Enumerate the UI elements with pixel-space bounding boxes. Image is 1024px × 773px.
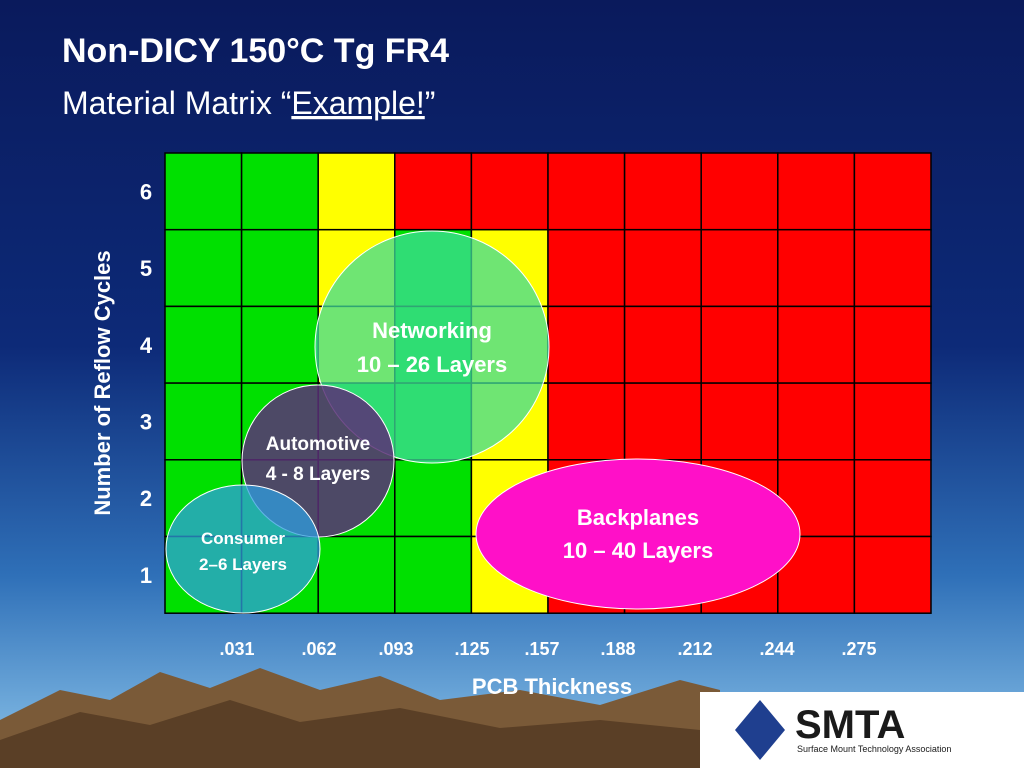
matrix-cell — [853, 382, 932, 461]
bubble-label: Automotive — [266, 434, 371, 455]
matrix-cell — [700, 305, 779, 384]
bubble-label: Backplanes — [577, 505, 699, 530]
matrix-cell — [547, 382, 626, 461]
matrix-cell — [777, 152, 856, 231]
column-label: .125 — [454, 639, 489, 659]
bubble-label: Networking — [372, 318, 492, 343]
matrix-cell — [853, 228, 932, 308]
column-label: .157 — [524, 639, 559, 659]
row-label: 2 — [140, 486, 152, 511]
subtitle-underlined: Example! — [291, 85, 424, 121]
matrix-cell — [164, 382, 243, 461]
matrix-cell — [853, 305, 932, 384]
y-axis-label: Number of Reflow Cycles — [90, 250, 115, 515]
matrix-cell — [394, 535, 473, 614]
matrix-cell — [777, 382, 856, 461]
row-label: 3 — [140, 409, 152, 434]
matrix-cell — [777, 305, 856, 384]
column-label: .244 — [759, 639, 794, 659]
matrix-cell — [623, 382, 702, 461]
mountains-front — [0, 700, 700, 768]
matrix-cell — [547, 228, 626, 308]
row-label: 6 — [140, 179, 152, 204]
bubble-label: 10 – 40 Layers — [563, 538, 713, 563]
column-label: .031 — [219, 639, 254, 659]
matrix-cell — [853, 535, 932, 614]
matrix-cell — [164, 228, 243, 308]
matrix-cell — [623, 228, 702, 308]
column-label: .188 — [600, 639, 635, 659]
bubble — [475, 458, 801, 610]
matrix-cell — [547, 305, 626, 384]
matrix-cell — [164, 152, 243, 231]
matrix-cell — [240, 152, 319, 231]
matrix-cell — [623, 305, 702, 384]
matrix-cell — [700, 152, 779, 231]
bubbles: Networking 10 – 26 Layers Automotive 4 - 8 … — [165, 230, 801, 614]
title: Non-DICY 150°C Tg FR4 — [62, 32, 449, 70]
bubble-label: Consumer — [201, 529, 285, 548]
subtitle-text: ” — [425, 85, 436, 121]
matrix-cell — [394, 459, 473, 538]
matrix-cell — [547, 152, 626, 231]
matrix-cell — [700, 382, 779, 461]
matrix-cell — [623, 152, 702, 231]
column-label: .275 — [841, 639, 876, 659]
logo-name: SMTA — [795, 703, 905, 747]
row-label: 5 — [140, 256, 152, 281]
matrix-cell — [317, 152, 396, 231]
matrix-cell — [164, 305, 243, 384]
matrix-cell — [853, 459, 932, 538]
bubble-label: 2–6 Layers — [199, 555, 287, 574]
matrix-cell — [777, 228, 856, 308]
subtitle-text: Material Matrix “ — [62, 85, 291, 121]
column-label: .212 — [677, 639, 712, 659]
bubble-label: 10 – 26 Layers — [357, 352, 507, 377]
bubble — [165, 484, 321, 614]
logo-mark — [735, 700, 785, 760]
bubble — [314, 230, 550, 464]
bubble-label: 4 - 8 Layers — [266, 464, 371, 485]
matrix-cell — [240, 228, 319, 308]
column-label: .093 — [378, 639, 413, 659]
column-label: .062 — [301, 639, 336, 659]
matrix-cell — [317, 535, 396, 614]
subtitle: Material Matrix “Example!” — [62, 85, 435, 121]
row-label: 1 — [140, 563, 152, 588]
matrix-cell — [394, 152, 473, 231]
row-label: 4 — [140, 333, 153, 358]
matrix-cell — [470, 152, 549, 231]
matrix-cell — [853, 152, 932, 231]
x-axis-label: PCB Thickness — [472, 674, 632, 699]
matrix-cell — [240, 305, 319, 384]
logo-tagline: Surface Mount Technology Association — [797, 744, 951, 754]
matrix-cell — [700, 228, 779, 308]
